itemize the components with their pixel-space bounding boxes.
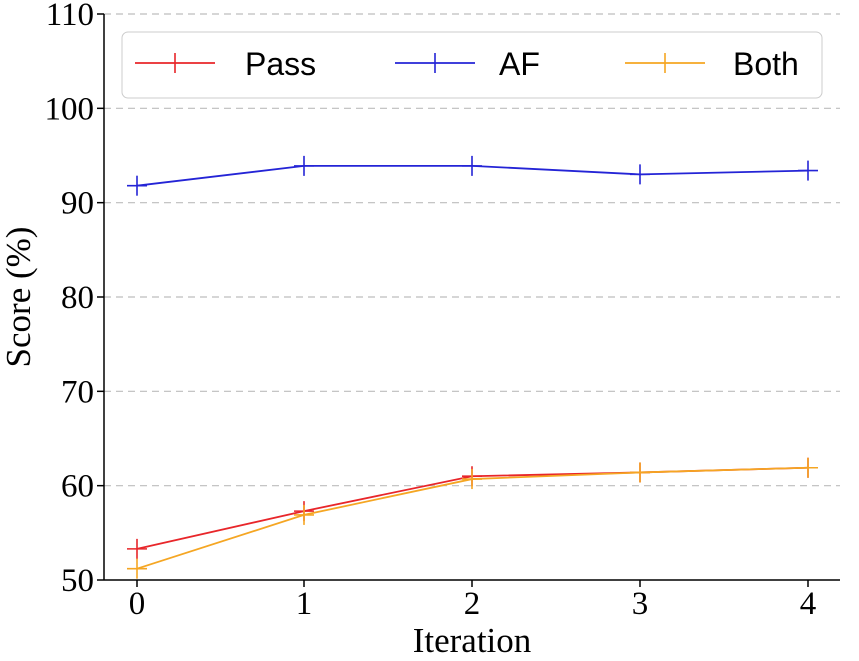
data-point-both [630, 462, 650, 483]
data-point-af [462, 155, 482, 176]
y-tick-label: 70 [61, 374, 94, 410]
series-layer [127, 155, 818, 579]
y-tick-label: 60 [61, 469, 94, 505]
data-point-both [798, 457, 818, 478]
data-point-af [798, 160, 818, 181]
x-tick-label: 0 [129, 586, 146, 622]
legend-label-af: AF [499, 46, 540, 82]
data-point-af [294, 155, 314, 176]
y-ticks: 50 60 70 80 90 100 110 [45, 0, 104, 599]
x-tick-label: 3 [632, 586, 649, 622]
y-tick-label: 80 [61, 280, 94, 316]
x-axis-title: Iteration [413, 621, 532, 660]
legend: Pass AF Both [121, 31, 823, 99]
y-tick-label: 90 [61, 186, 94, 222]
series-both [127, 457, 818, 579]
data-point-af [127, 175, 147, 196]
legend-item-both: Both [625, 46, 799, 82]
legend-item-pass: Pass [135, 46, 316, 82]
data-point-pass [127, 538, 147, 559]
x-ticks: 0 1 2 3 4 [129, 580, 817, 622]
legend-box [121, 31, 823, 99]
series-af [127, 155, 818, 196]
x-tick-label: 1 [296, 586, 313, 622]
y-tick-label: 110 [46, 0, 94, 33]
legend-item-af: AF [395, 46, 540, 82]
data-point-af [630, 164, 650, 185]
y-axis-title: Score (%) [0, 227, 38, 368]
data-point-both [294, 504, 314, 525]
legend-label-pass: Pass [245, 46, 316, 82]
x-tick-label: 4 [800, 586, 817, 622]
y-tick-label: 100 [45, 91, 95, 127]
legend-label-both: Both [733, 46, 799, 82]
x-tick-label: 2 [464, 586, 481, 622]
data-point-both [127, 558, 147, 579]
data-point-both [462, 469, 482, 490]
y-tick-label: 50 [61, 563, 94, 599]
grid-lines [104, 13, 840, 487]
